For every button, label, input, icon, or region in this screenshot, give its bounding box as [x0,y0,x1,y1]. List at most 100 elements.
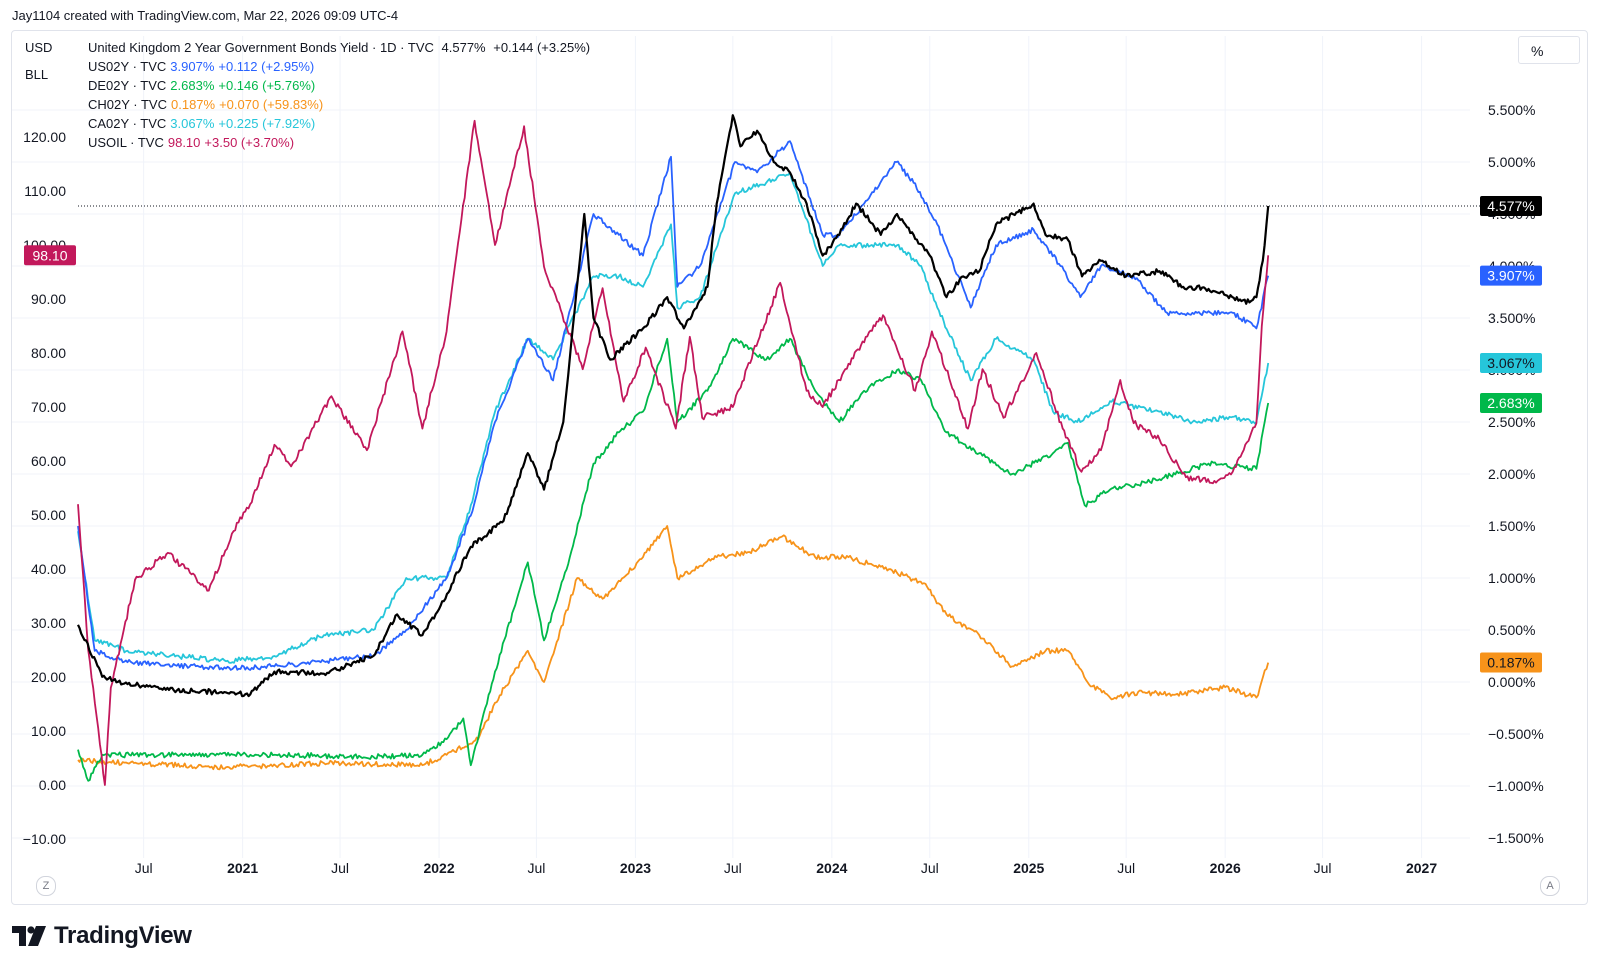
last-value-label-de02y: 2.683% [1480,392,1542,413]
left-axis-tick-label: 70.00 [31,399,66,415]
x-axis-tick-label: Jul [331,860,349,876]
right-axis-tick-label: 2.000% [1488,466,1535,482]
left-axis-tick-label: 0.00 [39,777,66,793]
legend-item-name: DE02Y · TVC [88,78,167,93]
legend-item-change: +0.146 (+5.76%) [218,78,316,93]
x-axis-tick-label: 2021 [227,860,258,876]
x-axis-tick-label: Jul [921,860,939,876]
left-scale-bll-button[interactable]: BLL [19,63,71,87]
last-value-label-gb02y: 4.577% [1480,195,1542,216]
left-axis-tick-label: 120.00 [23,129,66,145]
left-axis-tick-label: 20.00 [31,669,66,685]
right-axis-tick-label: 5.500% [1488,102,1535,118]
x-axis-tick-label: Jul [1117,860,1135,876]
auto-scale-left-toggle[interactable]: Z [36,876,56,896]
left-axis-tick-label: −10.00 [23,831,66,847]
series-line-us02y [77,140,1270,671]
x-axis-tick-label: 2022 [423,860,454,876]
legend-item-de02y[interactable]: DE02Y · TVC 2.683% +0.146 (+5.76%) [88,76,594,95]
chart-frame [11,30,1588,905]
legend-item-ca02y[interactable]: CA02Y · TVC 3.067% +0.225 (+7.92%) [88,114,594,133]
tradingview-logo-text: TradingView [54,922,192,949]
last-value-label-usoil: 98.10 [24,245,76,266]
x-axis-tick-label: 2023 [620,860,651,876]
legend-item-value: 2.683% [170,78,215,93]
last-value-label-bg [1480,652,1542,673]
legend: United Kingdom 2 Year Government Bonds Y… [88,38,594,152]
last-value-label-ca02y: 3.067% [1480,353,1542,374]
left-axis-tick-label: 50.00 [31,507,66,523]
right-axis-tick-label: 1.500% [1488,518,1535,534]
left-axis-ticks: 120.00110.00100.0090.0080.0070.0060.0050… [23,129,66,847]
legend-item-change: +0.070 (+59.83%) [219,97,324,112]
legend-item-usoil[interactable]: USOIL · TVC 98.10 +3.50 (+3.70%) [88,133,594,152]
legend-item-us02y[interactable]: US02Y · TVC 3.907% +0.112 (+2.95%) [88,57,594,76]
left-axis-tick-label: 10.00 [31,723,66,739]
series-line-gb02y [77,114,1270,698]
series-line-usoil [77,119,1270,786]
left-axis-tick-label: 110.00 [24,183,66,199]
left-axis-tick-label: 30.00 [31,615,66,631]
left-axis-tick-label: 60.00 [31,453,66,469]
right-axis-tick-label: 1.000% [1488,570,1535,586]
last-value-label-bg [1480,265,1542,286]
last-value-label-text: 2.683% [1487,395,1534,411]
right-scale-percent-button[interactable]: % [1518,36,1580,64]
x-axis-tick-label: Jul [1314,860,1332,876]
right-axis-tick-label: 0.500% [1488,622,1535,638]
legend-item-value: 3.907% [170,59,215,74]
legend-item-value: 3.067% [170,116,215,131]
left-axis-tick-label: 40.00 [31,561,66,577]
legend-item-name: CH02Y · TVC [88,97,167,112]
last-value-label-text: 3.067% [1487,355,1534,371]
last-value-label-us02y: 3.907% [1480,265,1542,286]
left-axis-tick-label: 90.00 [31,291,66,307]
chart-grid [12,36,1470,858]
last-value-label-bg [1480,195,1542,216]
left-scale-usd-button[interactable]: USD [19,36,71,60]
x-axis-tick-label: 2027 [1406,860,1437,876]
last-value-label-text: 4.577% [1487,198,1534,214]
last-value-label-bg [24,245,76,266]
legend-item-change: +0.112 (+2.95%) [218,59,315,74]
right-axis-tick-label: 5.000% [1488,154,1535,170]
x-axis-tick-label: Jul [724,860,742,876]
last-value-label-ch02y: 0.187% [1480,652,1542,673]
x-axis-tick-label: 2026 [1210,860,1241,876]
legend-item-change: +3.50 (+3.70%) [204,135,295,150]
right-axis-tick-label: −1.500% [1488,830,1544,846]
right-axis-tick-label: −1.000% [1488,778,1544,794]
legend-item-name: US02Y · TVC [88,59,167,74]
tradingview-logo-icon [12,926,46,946]
legend-item-value: 98.10 [167,135,201,150]
legend-item-name: USOIL · TVC [88,135,164,150]
last-value-labels: 4.577% 3.907% 2.683% 0.187% 3.067% 98.10 [24,195,1542,673]
legend-main-name: United Kingdom 2 Year Government Bonds Y… [88,40,434,55]
legend-main-change: +0.144 (+3.25%) [493,40,591,55]
chart-credit: Jay1104 created with TradingView.com, Ma… [12,8,399,23]
legend-item-name: CA02Y · TVC [88,116,167,131]
left-axis-tick-label: 80.00 [31,345,66,361]
last-value-label-text: 3.907% [1487,268,1534,284]
x-axis-tick-label: Jul [135,860,153,876]
x-axis-tick-label: Jul [527,860,545,876]
right-axis-tick-label: 0.000% [1488,674,1535,690]
right-axis-tick-label: −0.500% [1488,726,1544,742]
series-line-de02y [77,337,1270,782]
series-lines [77,114,1270,786]
legend-main[interactable]: United Kingdom 2 Year Government Bonds Y… [88,38,594,57]
last-value-label-bg [1480,392,1542,413]
series-line-ch02y [77,525,1270,771]
legend-item-ch02y[interactable]: CH02Y · TVC 0.187% +0.070 (+59.83%) [88,95,594,114]
x-axis-tick-label: 2025 [1013,860,1044,876]
legend-item-change: +0.225 (+7.92%) [218,116,316,131]
last-value-label-bg [1480,353,1542,374]
series-line-ca02y [77,171,1270,664]
legend-item-value: 0.187% [171,97,216,112]
x-axis-tick-label: 2024 [816,860,847,876]
tradingview-logo: TradingView [12,922,192,950]
last-value-label-text: 98.10 [32,247,67,263]
auto-scale-right-toggle[interactable]: A [1540,876,1560,896]
right-axis-tick-label: 3.500% [1488,310,1535,326]
